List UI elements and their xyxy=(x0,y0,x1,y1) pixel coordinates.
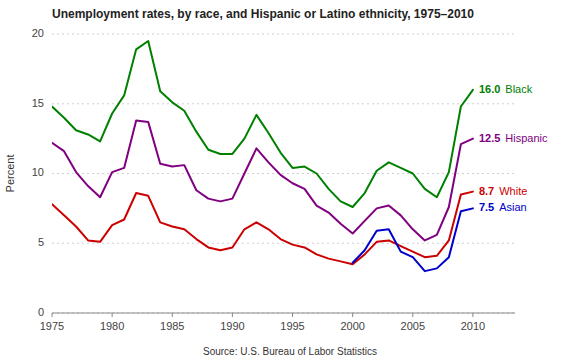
y-axis-label: Percent xyxy=(4,155,16,193)
series-line xyxy=(52,120,473,240)
x-tick-label: 2000 xyxy=(340,320,364,332)
y-tick-label: 0 xyxy=(38,306,44,318)
y-tick-label: 10 xyxy=(32,166,44,178)
x-tick-label: 1975 xyxy=(40,320,64,332)
x-tick-label: 1990 xyxy=(220,320,244,332)
series-name-label: Asian xyxy=(499,201,527,213)
series-line xyxy=(52,192,473,265)
value-label: 16.0 xyxy=(479,83,500,95)
grid-line xyxy=(52,313,515,314)
labels-group: 16.0 Black 12.5 Hispanic 8.7 White 7.5 Asian xyxy=(479,83,548,214)
x-tick xyxy=(112,313,113,317)
page: {"chart_data": { "type": "line", "title"… xyxy=(0,0,580,363)
grid-line xyxy=(52,34,515,35)
x-tick xyxy=(352,313,353,317)
value-label: 12.5 xyxy=(479,132,500,144)
x-tick xyxy=(472,313,473,317)
series-line xyxy=(52,41,473,207)
x-tick-label: 1980 xyxy=(100,320,124,332)
series-name-label: White xyxy=(499,185,527,197)
x-tick xyxy=(52,313,53,317)
y-tick-label: 20 xyxy=(32,27,44,39)
x-tick-label: 2010 xyxy=(461,320,485,332)
series-line xyxy=(353,208,473,271)
y-tick-label: 5 xyxy=(38,236,44,248)
title: Unemployment rates, by race, and Hispani… xyxy=(52,7,474,21)
x-tick xyxy=(412,313,413,317)
x-axis-line xyxy=(52,313,515,314)
grid-line xyxy=(52,103,515,104)
x-tick-label: 1985 xyxy=(160,320,184,332)
y-tick-label: 15 xyxy=(32,97,44,109)
source-note: Source: U.S. Bureau of Labor Statistics xyxy=(203,346,377,357)
chart: 0 5 10 15 20 1975 1980 1985 1990 1995 2000 2005 2010… xyxy=(0,0,580,363)
series-name-label: Hispanic xyxy=(505,132,548,144)
value-label: 7.5 xyxy=(479,201,494,213)
x-tick xyxy=(172,313,173,317)
grid xyxy=(52,34,515,313)
x-tick xyxy=(292,313,293,317)
grid-line xyxy=(52,173,515,174)
x-tick xyxy=(232,313,233,317)
series-group xyxy=(52,41,473,271)
value-label: 8.7 xyxy=(479,185,494,197)
x-tick-label: 2005 xyxy=(401,320,425,332)
x-tick-label: 1995 xyxy=(280,320,304,332)
series-name-label: Black xyxy=(505,83,532,95)
